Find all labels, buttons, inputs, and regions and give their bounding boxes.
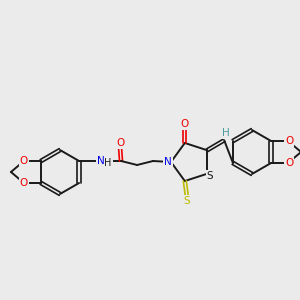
Text: S: S — [184, 196, 190, 206]
Text: O: O — [116, 138, 124, 148]
Text: O: O — [20, 178, 28, 188]
Text: N: N — [97, 156, 105, 166]
Text: S: S — [207, 171, 214, 181]
Text: H: H — [104, 158, 112, 168]
Text: H: H — [222, 128, 230, 138]
Text: N: N — [164, 157, 172, 167]
Text: O: O — [285, 158, 293, 168]
Text: O: O — [20, 156, 28, 166]
Text: O: O — [181, 119, 189, 129]
Text: O: O — [285, 136, 293, 146]
